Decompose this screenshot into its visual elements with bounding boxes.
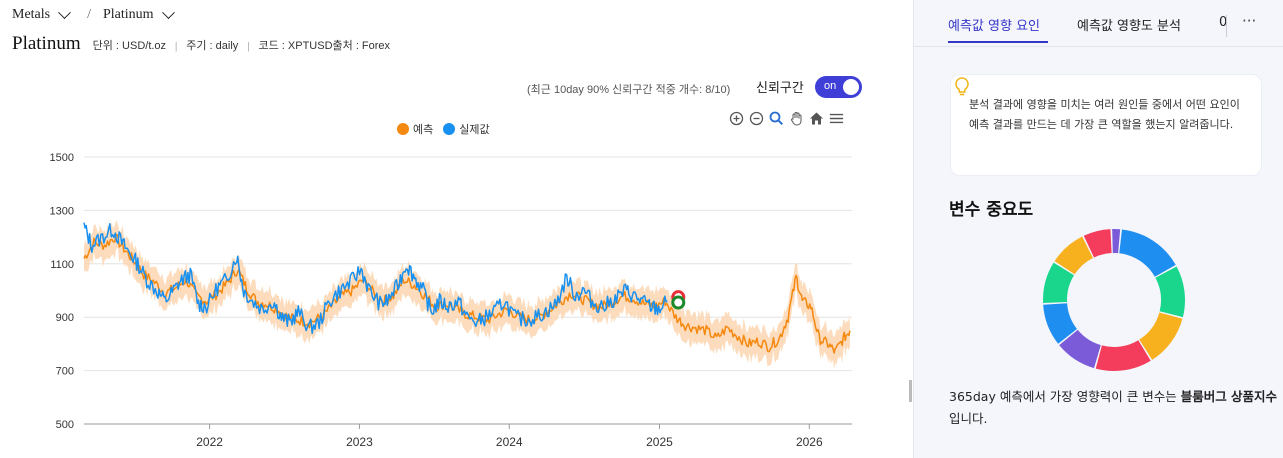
confidence-toggle[interactable]: on [815,76,862,98]
meta-divider: | [247,40,250,52]
y-tick-label: 1100 [50,259,74,271]
summary-prefix: 365day 예측에서 가장 영향력이 큰 변수는 [949,389,1181,404]
donut-slice[interactable] [1043,303,1077,344]
donut-slice[interactable] [1139,312,1183,360]
importance-summary: 365day 예측에서 가장 영향력이 큰 변수는 블룸버그 상품지수입니다. [949,386,1279,430]
legend-label-actual: 실제값 [459,124,490,136]
series-line-forecast [83,233,851,354]
confidence-note: (최근 10day 90% 신뢰구간 적중 개수: 8/10) [527,84,731,96]
marker-actual-point [671,295,686,310]
series-line-actual [83,222,668,335]
panel-resize-handle[interactable] [909,380,912,402]
tab-forecast-factors[interactable]: 예측값 영향 요인 [948,19,1040,34]
more-tabs-button[interactable]: ··· [1242,12,1257,30]
x-tick-label: 2025 [646,435,673,449]
tab-truncated[interactable]: 0 [1219,15,1228,30]
tab-impact-analysis[interactable]: 예측값 영향도 분석 [1077,19,1181,34]
page-title: Platinum [12,33,81,54]
legend-label-forecast: 예측 [413,124,434,136]
donut-slice[interactable] [1083,229,1112,258]
y-tick-label: 700 [56,366,74,378]
period-label: 주기 : daily [186,40,239,52]
donut-slice[interactable] [1095,340,1151,371]
y-tick-label: 1500 [50,152,74,164]
chart-panel: Metals / Platinum Platinum 단위 : USD/t.oz… [0,5,905,458]
confidence-label: 신뢰구간 [756,80,804,95]
importance-title: 변수 중요도 [949,200,1034,220]
chevron-down-icon[interactable] [58,5,71,19]
donut-slice[interactable] [1155,266,1186,318]
summary-top-variable: 블룸버그 상품지수 [1180,389,1278,404]
y-tick-label: 500 [56,419,74,431]
legend-dot-forecast [397,123,409,135]
chart-toolbar [729,111,844,126]
tab-divider [1226,15,1227,37]
y-tick-label: 1300 [50,205,74,217]
legend-item-actual[interactable]: 실제값 [443,121,490,137]
x-tick-label: 2026 [796,435,823,449]
home-icon[interactable] [809,111,824,126]
breadcrumb: Metals / Platinum [12,5,179,23]
toggle-text: on [824,80,837,92]
x-tick-label: 2023 [346,435,373,449]
breadcrumb-metals[interactable]: Metals [12,7,51,22]
zoom-out-icon[interactable] [749,111,764,126]
analysis-tabs: 예측값 영향 요인 예측값 영향도 분석 0 ··· [914,0,1283,46]
pan-hand-icon[interactable] [789,111,804,126]
zoom-select-icon[interactable] [769,111,784,126]
y-tick-label: 900 [56,312,74,324]
donut-slice[interactable] [1059,329,1101,369]
info-box: 분석 결과에 영향을 미치는 여러 원인들 중에서 어떤 요인이 예측 결과를 … [950,74,1262,176]
menu-icon[interactable] [829,111,844,126]
x-tick-label: 2024 [496,435,523,449]
donut-slice[interactable] [1054,236,1093,275]
zoom-in-icon[interactable] [729,111,744,126]
chevron-down-icon[interactable] [161,5,175,19]
donut-slice[interactable] [1043,262,1075,304]
legend-item-forecast[interactable]: 예측 [397,121,433,137]
lightbulb-icon [955,77,969,96]
x-tick-label: 2022 [196,435,223,449]
tab-divider-line [914,46,1283,47]
info-text: 분석 결과에 영향을 미치는 여러 원인들 중에서 어떤 요인이 예측 결과를 … [969,98,1240,131]
unit-label: 단위 : USD/t.oz [92,40,167,52]
code-label: 코드 : XPTUSD출처 : Forex [258,40,391,52]
donut-slice[interactable] [1112,228,1121,254]
forecast-line-chart[interactable]: 1500 1300 1100 900 700 500 2022 2023 2024 2025 202… [0,140,905,458]
importance-donut-chart[interactable] [1039,225,1189,375]
title-bar: Platinum 단위 : USD/t.oz | 주기 : daily | 코드… [12,33,390,55]
legend-dot-actual [443,123,456,135]
donut-slice[interactable] [1119,229,1176,277]
analysis-panel: 예측값 영향 요인 예측값 영향도 분석 0 ··· 분석 결과에 영향을 미치… [913,0,1283,458]
chart-legend: 예측 실제값 [397,121,490,137]
summary-suffix: 입니다. [949,411,988,426]
breadcrumb-platinum[interactable]: Platinum [103,7,154,22]
active-tab-indicator [948,41,1048,43]
breadcrumb-separator: / [87,7,91,22]
toggle-knob [843,79,859,95]
meta-divider: | [175,40,178,52]
